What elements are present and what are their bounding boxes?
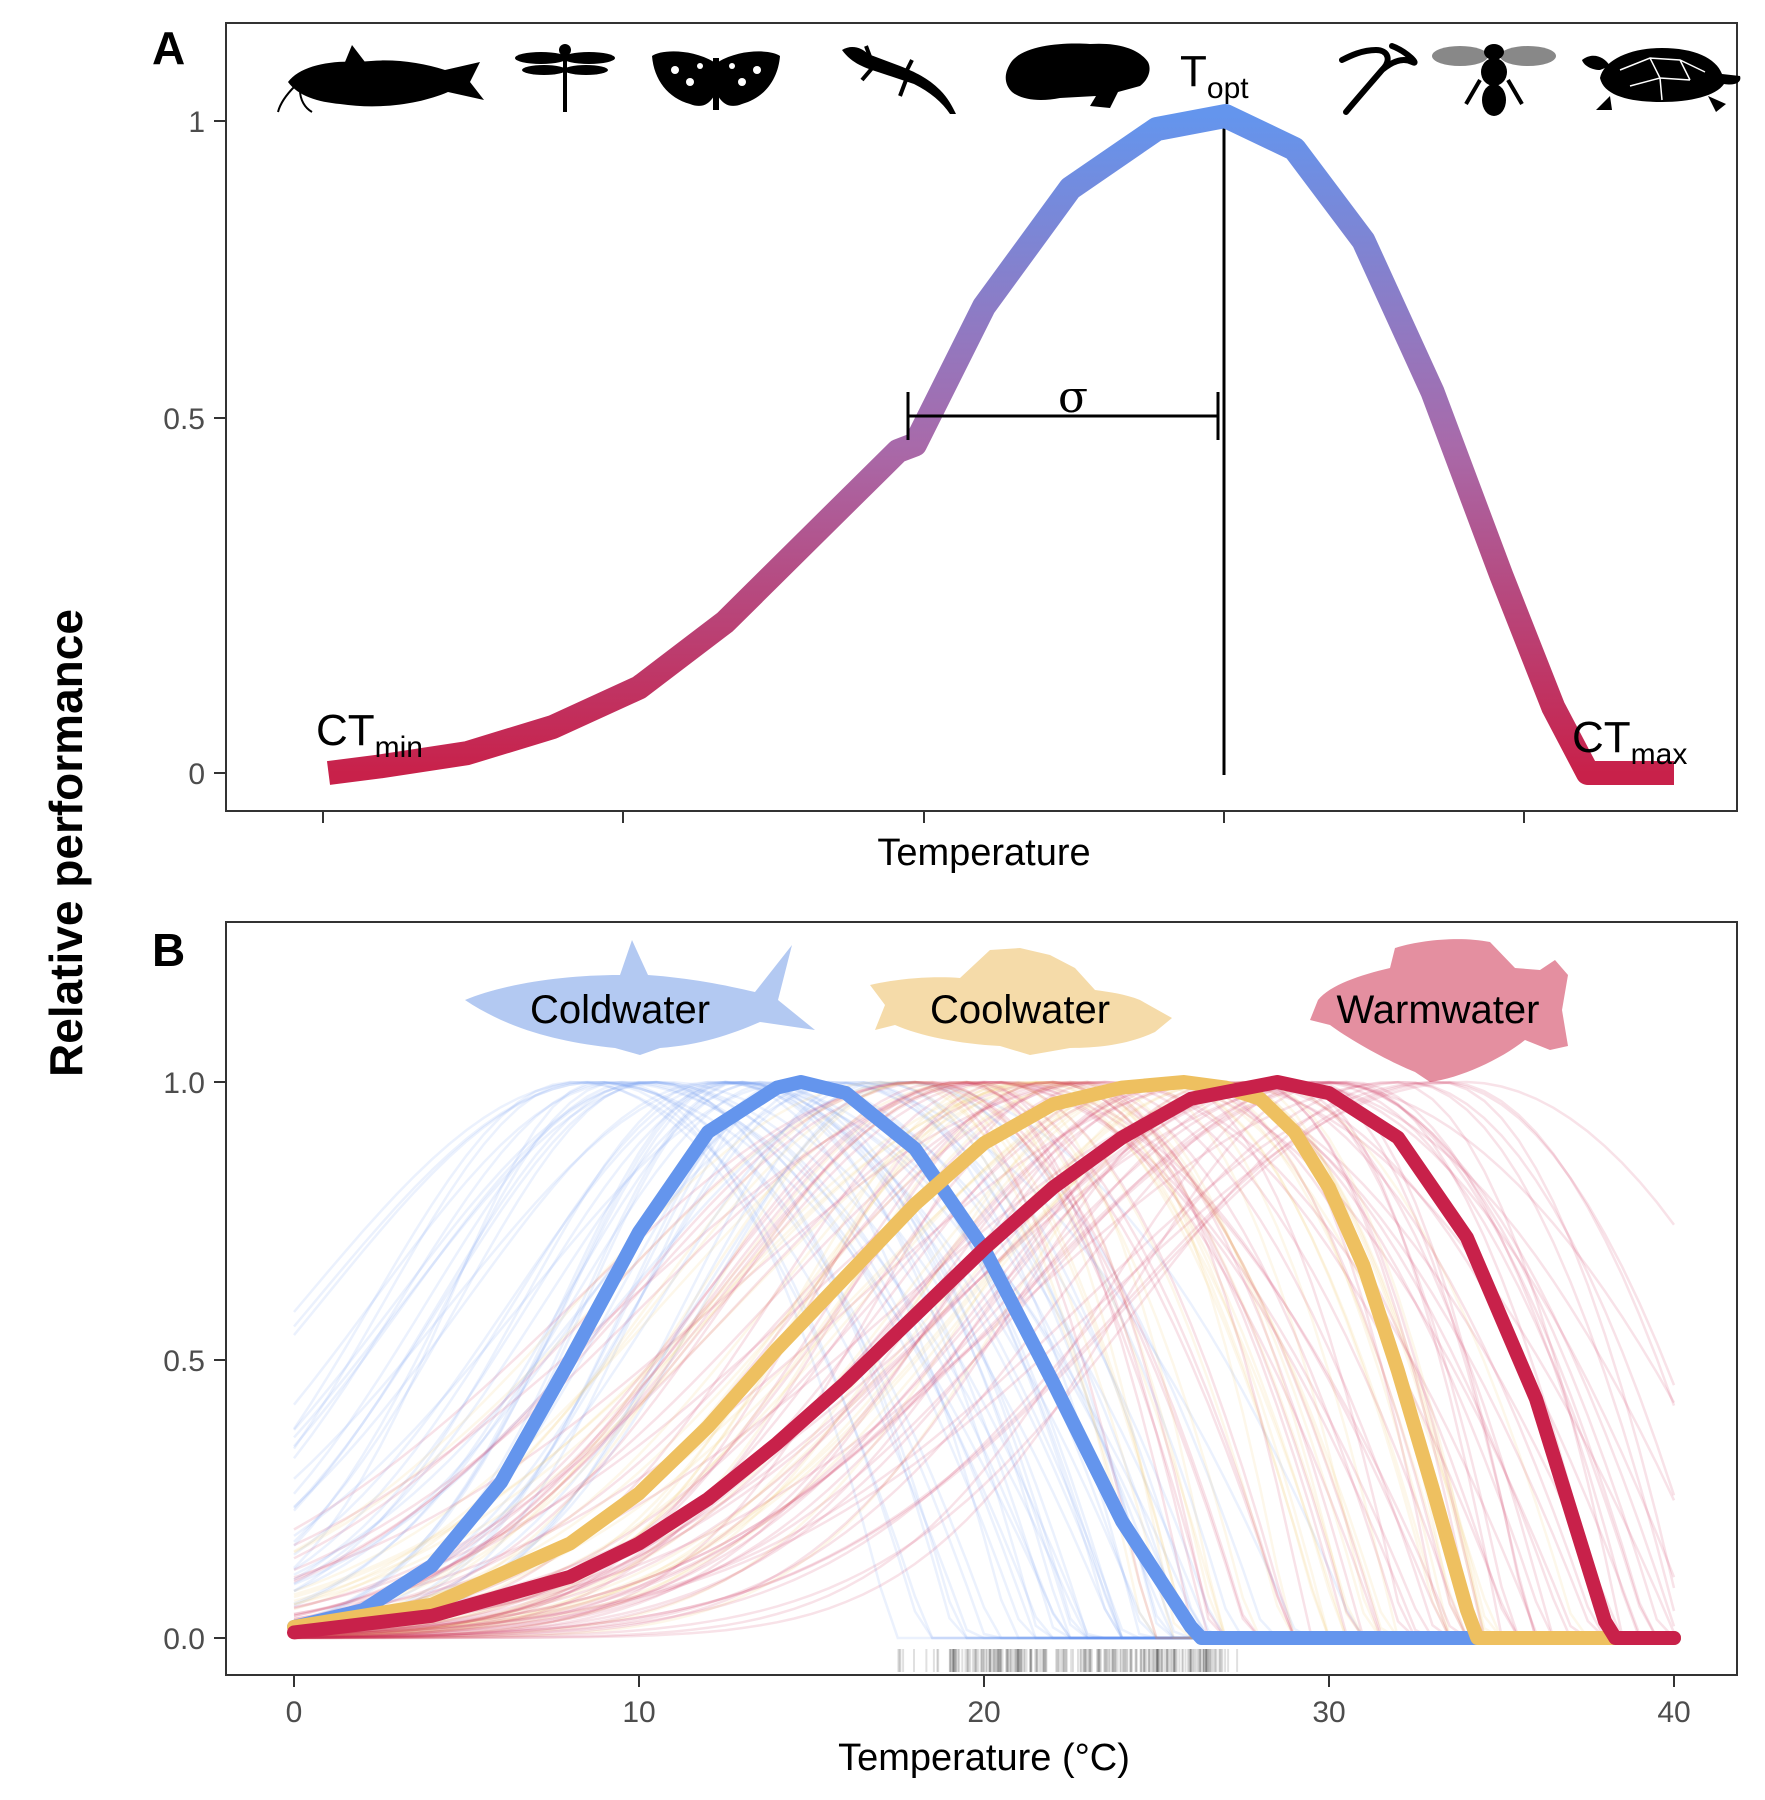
species-curve: [293, 1080, 1676, 1639]
species-curve: [293, 1080, 1674, 1640]
species-curve: [293, 1080, 1674, 1640]
species-curve: [293, 1080, 1676, 1637]
species-curve: [293, 1080, 1674, 1640]
species-curve: [294, 1080, 1674, 1640]
species-curve: [293, 1080, 1674, 1640]
y-axis-title: Relative performance: [40, 609, 92, 1077]
species-curve: [293, 1080, 1674, 1640]
species-curve: [293, 1080, 1674, 1640]
species-curve: [293, 1080, 1674, 1640]
turtle-icon: [1582, 48, 1741, 112]
coldwater-mean-curve: [287, 1075, 1681, 1645]
sigma-label: σ: [1058, 372, 1088, 423]
panel-b-y-tick: 1.0: [163, 1067, 205, 1100]
species-curve: [294, 1080, 1676, 1640]
species-curve: [293, 1080, 1674, 1640]
species-curve: [293, 1080, 1676, 1637]
species-curve: [293, 1080, 1675, 1637]
panel-b-y-tick: 0.5: [163, 1345, 205, 1378]
species-curve: [293, 1080, 1676, 1632]
panel-b-x-tick: 30: [1312, 1696, 1345, 1729]
coolwater-label: Coolwater: [930, 988, 1110, 1032]
species-curve: [293, 1080, 1676, 1635]
panel-a: A 0 0.5 1 Temperature σ: [152, 22, 1741, 874]
species-curve: [293, 1081, 1674, 1640]
species-curve: [293, 1080, 1674, 1640]
panel-b-y-tick: 0.0: [163, 1623, 205, 1656]
panel-b-x-axis-title: Temperature (°C): [838, 1737, 1130, 1779]
species-curve: [293, 1080, 1674, 1640]
species-curve: [293, 1080, 1676, 1639]
panel-b-x-tick: 10: [622, 1696, 655, 1729]
warmwater-fish-icon: [1310, 939, 1568, 1082]
ctmax-label: CTmax: [1572, 713, 1687, 771]
species-curve: [293, 1080, 1674, 1640]
panel-b-y-axis: 0.0 0.5 1.0: [163, 1067, 226, 1656]
species-curve: [293, 1080, 1674, 1640]
dragonfly-icon: [515, 44, 615, 112]
ctmin-label: CTmin: [316, 706, 423, 764]
species-curve: [293, 1080, 1676, 1639]
lizard-icon: [842, 45, 956, 114]
panel-a-x-axis: [322, 811, 1525, 823]
sigma-bar: [906, 392, 1220, 440]
species-curve: [293, 1080, 1676, 1638]
butterfly-icon: [652, 51, 780, 110]
panel-b-label: B: [152, 924, 185, 976]
species-curve: [294, 1080, 1674, 1640]
panel-a-y-tick: 0.5: [163, 403, 205, 436]
panel-b-x-tick: 0: [286, 1696, 303, 1729]
frog-icon: [1005, 43, 1150, 108]
species-curve: [293, 1080, 1674, 1640]
species-curve: [293, 1081, 1674, 1640]
species-curve: [293, 1080, 1674, 1640]
temperature-rug: [897, 1649, 1239, 1672]
bee-icon: [1432, 44, 1556, 116]
coldwater-fish-icon: [465, 940, 815, 1055]
coolwater-fish-icon: [870, 948, 1172, 1055]
topt-label: Topt: [1180, 47, 1249, 105]
species-curve: [293, 1080, 1674, 1640]
performance-curve: [326, 104, 1674, 785]
warmwater-label: Warmwater: [1337, 988, 1540, 1032]
panel-b-x-tick: 40: [1657, 1696, 1690, 1729]
snake-icon: [1339, 43, 1418, 115]
species-curve: [293, 1080, 1674, 1640]
species-curve: [294, 1080, 1674, 1640]
group-mean-curves: [287, 1075, 1681, 1645]
species-curve: [293, 1081, 1674, 1640]
species-curve: [293, 1080, 1674, 1640]
panel-b-x-tick: 20: [967, 1696, 1000, 1729]
species-curve: [293, 1080, 1674, 1640]
panel-b-x-axis: 0 10 20 30 40: [286, 1675, 1691, 1729]
catfish-icon: [277, 45, 484, 113]
coldwater-label: Coldwater: [530, 988, 710, 1032]
coolwater-mean-curve: [287, 1075, 1681, 1645]
species-curve: [293, 1080, 1674, 1640]
panel-a-x-axis-title: Temperature: [877, 832, 1090, 874]
panel-a-y-tick: 1: [188, 106, 205, 139]
panel-a-y-axis: 0 0.5 1: [163, 106, 226, 791]
panel-b: B 0.0 0.5 1.0 0 10 20 30 40 Temperat: [152, 921, 1738, 1779]
species-curve: [293, 1080, 1674, 1640]
panel-a-y-tick: 0: [188, 758, 205, 791]
panel-a-curve-group: [326, 104, 1674, 785]
species-curve: [293, 1080, 1674, 1640]
panel-a-label: A: [152, 22, 185, 74]
warmwater-mean-curve: [287, 1075, 1681, 1645]
species-curve: [293, 1080, 1674, 1640]
species-curve: [294, 1080, 1674, 1640]
species-curve: [294, 1081, 1674, 1640]
